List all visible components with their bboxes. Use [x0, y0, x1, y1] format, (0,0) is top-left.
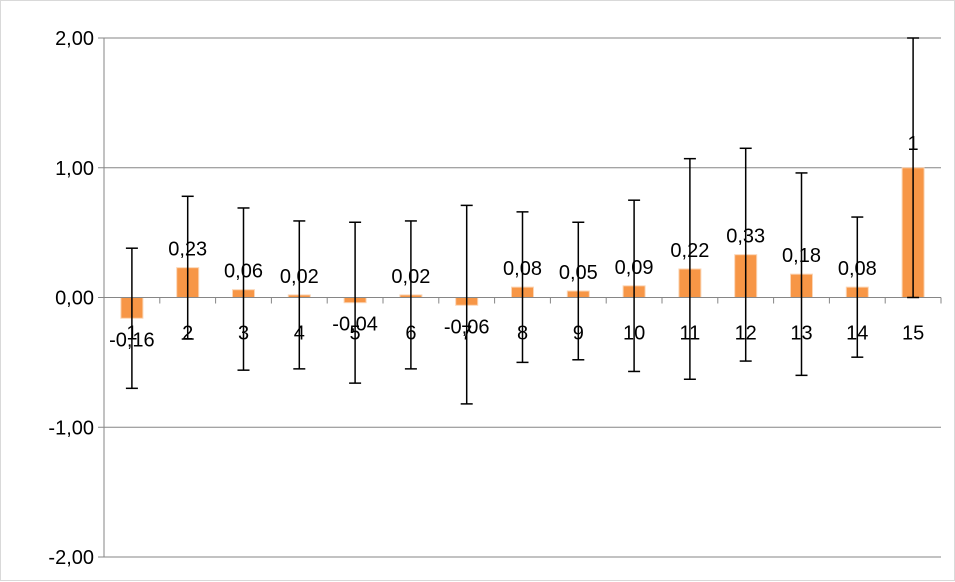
data-label: 0,22 [670, 240, 709, 262]
x-tick-label: 4 [294, 323, 305, 345]
y-tick-label: 2,00 [55, 28, 94, 50]
x-tick-label: 6 [405, 323, 416, 345]
data-label: 0,02 [391, 266, 430, 288]
data-label: -0,16 [109, 329, 155, 351]
x-tick-label: 1 [126, 323, 137, 345]
x-tick-label: 9 [573, 323, 584, 345]
x-tick-label: 3 [238, 323, 249, 345]
data-label: -0,04 [332, 314, 378, 336]
data-label: -0,06 [444, 316, 490, 338]
data-label: 0,33 [726, 226, 765, 248]
data-label: 0,09 [615, 257, 654, 279]
x-tick-label: 5 [350, 323, 361, 345]
x-tick-label: 14 [846, 323, 868, 345]
x-tick-label: 15 [902, 323, 924, 345]
x-tick-label: 2 [182, 323, 193, 345]
y-tick-label: -1,00 [48, 417, 94, 439]
data-label: 0,08 [838, 258, 877, 280]
data-label: 0,18 [782, 245, 821, 267]
y-tick-label: 0,00 [55, 288, 94, 310]
x-tick-label: 8 [517, 323, 528, 345]
x-tick-label: 11 [680, 323, 701, 345]
x-tick-label: 10 [623, 323, 645, 345]
data-label: 0,05 [559, 262, 598, 284]
y-tick-label: -2,00 [48, 547, 94, 569]
x-tick-label: 12 [735, 323, 757, 345]
y-tick-label: 1,00 [55, 158, 94, 180]
x-tick-label: 7 [461, 323, 472, 345]
data-label: 0,06 [224, 261, 263, 283]
data-label: 0,08 [503, 258, 542, 280]
x-tick-label: 13 [790, 323, 812, 345]
data-label: 0,23 [168, 239, 207, 261]
data-label: 1 [908, 133, 919, 155]
data-label: 0,02 [280, 266, 319, 288]
